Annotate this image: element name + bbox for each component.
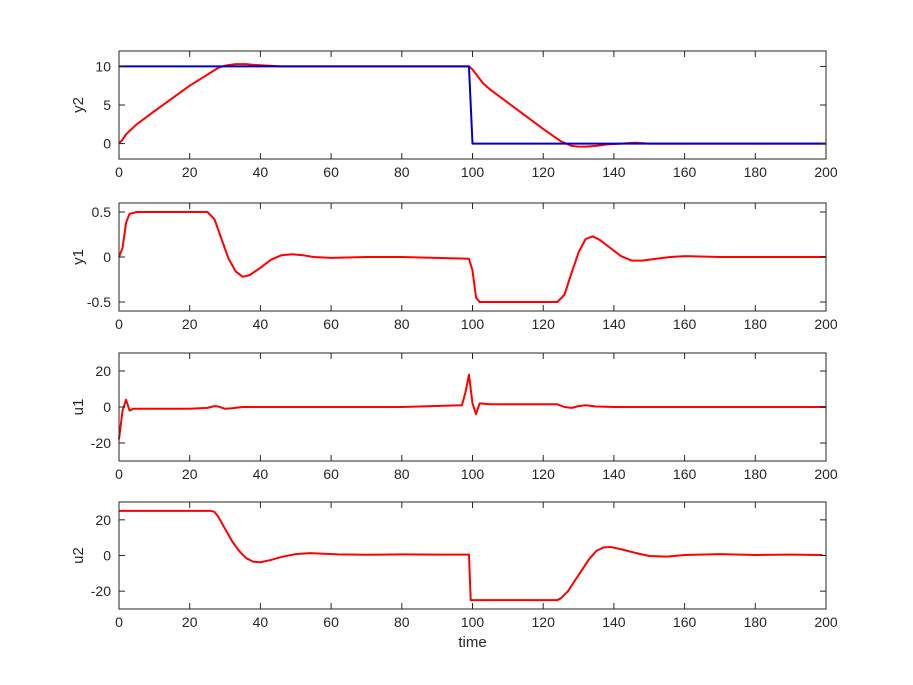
series-line-2 bbox=[119, 65, 826, 145]
series-line-1 bbox=[119, 509, 823, 602]
y-tick-label: 10 bbox=[95, 58, 111, 74]
subplot-y1: 0 20 40 60 80 100 120 140 160 180 200-0.500.5y1 bbox=[70, 202, 838, 332]
y-tick-label: 0 bbox=[103, 136, 111, 152]
x-tick-label: 160 bbox=[673, 614, 697, 630]
y-tick-label: 0.5 bbox=[92, 204, 112, 220]
x-tick-label: 180 bbox=[744, 164, 768, 180]
y-tick-label: 0 bbox=[103, 249, 111, 265]
x-tick-label: 160 bbox=[673, 466, 697, 482]
series-line-1 bbox=[118, 211, 826, 303]
x-tick-label: 0 bbox=[115, 164, 123, 180]
y-tick-label: 0 bbox=[103, 399, 111, 415]
x-tick-label: 100 bbox=[461, 614, 485, 630]
x-tick-label: 0 bbox=[115, 316, 123, 332]
x-tick-label: 120 bbox=[532, 466, 556, 482]
x-tick-label: 140 bbox=[602, 614, 626, 630]
y-tick-label: -0.5 bbox=[87, 294, 111, 310]
x-tick-label: 140 bbox=[602, 466, 626, 482]
x-tick-label: 60 bbox=[323, 316, 339, 332]
y-tick-label: 20 bbox=[95, 363, 111, 379]
y-tick-label: 5 bbox=[103, 97, 111, 113]
x-tick-label: 100 bbox=[461, 466, 485, 482]
y-tick-label: 0 bbox=[103, 548, 111, 564]
x-tick-label: 20 bbox=[182, 316, 198, 332]
x-tick-label: 60 bbox=[323, 614, 339, 630]
y-axis-label: y2 bbox=[70, 97, 87, 113]
x-tick-label: 20 bbox=[182, 614, 198, 630]
x-tick-label: 40 bbox=[253, 316, 269, 332]
y-tick-label: 20 bbox=[95, 512, 111, 528]
x-tick-label: 140 bbox=[602, 316, 626, 332]
x-tick-label: 80 bbox=[394, 316, 410, 332]
x-tick-label: 200 bbox=[814, 316, 838, 332]
x-tick-label: 160 bbox=[673, 316, 697, 332]
x-tick-label: 80 bbox=[394, 614, 410, 630]
x-tick-label: 80 bbox=[394, 466, 410, 482]
x-tick-label: 60 bbox=[323, 466, 339, 482]
x-tick-label: 0 bbox=[115, 614, 123, 630]
x-tick-label: 180 bbox=[744, 466, 768, 482]
series-line-1 bbox=[118, 63, 826, 148]
y-axis-label: y1 bbox=[70, 249, 87, 265]
x-tick-label: 40 bbox=[253, 614, 269, 630]
x-tick-label: 20 bbox=[182, 466, 198, 482]
x-tick-label: 20 bbox=[182, 164, 198, 180]
x-tick-label: 200 bbox=[814, 466, 838, 482]
axes-box bbox=[118, 501, 827, 610]
x-tick-label: 100 bbox=[461, 316, 485, 332]
y-axis-label: u1 bbox=[70, 399, 87, 416]
x-tick-label: 120 bbox=[532, 164, 556, 180]
x-tick-label: 120 bbox=[532, 316, 556, 332]
x-tick-label: 120 bbox=[532, 614, 556, 630]
x-tick-label: 100 bbox=[461, 164, 485, 180]
y-tick-label: -20 bbox=[91, 583, 111, 599]
x-tick-label: 200 bbox=[814, 164, 838, 180]
x-tick-label: 40 bbox=[253, 164, 269, 180]
x-tick-label: 0 bbox=[115, 466, 123, 482]
x-tick-label: 140 bbox=[602, 164, 626, 180]
x-tick-label: 40 bbox=[253, 466, 269, 482]
x-tick-label: 180 bbox=[744, 614, 768, 630]
series-line-1 bbox=[118, 373, 826, 440]
x-tick-label: 80 bbox=[394, 164, 410, 180]
x-tick-label: 180 bbox=[744, 316, 768, 332]
x-tick-label: 160 bbox=[673, 164, 697, 180]
x-axis-label: time bbox=[458, 634, 486, 651]
y-axis-label: u2 bbox=[70, 547, 87, 564]
subplot-y2: 0 20 40 60 80 100 120 140 160 180 200 0 5 10 y2 bbox=[70, 50, 838, 180]
y-tick-label: -20 bbox=[91, 435, 111, 451]
x-tick-label: 200 bbox=[814, 614, 838, 630]
x-tick-label: 60 bbox=[323, 164, 339, 180]
